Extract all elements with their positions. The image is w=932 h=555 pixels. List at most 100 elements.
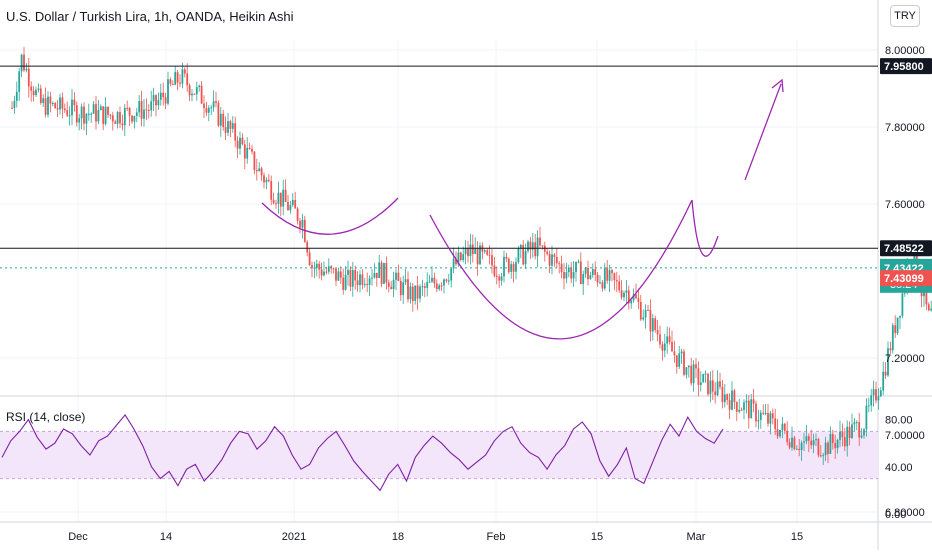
candle-body bbox=[44, 98, 47, 115]
candle-body bbox=[332, 268, 335, 270]
candle-body bbox=[654, 318, 657, 331]
candle-body bbox=[651, 318, 654, 332]
candle-body bbox=[186, 73, 189, 86]
candle-body bbox=[805, 436, 808, 442]
candle-body bbox=[203, 103, 205, 109]
chart-title: U.S. Dollar / Turkish Lira, 1h, OANDA, H… bbox=[6, 9, 294, 24]
candle-body bbox=[687, 365, 690, 368]
candle-body bbox=[486, 250, 489, 255]
candle-body bbox=[423, 286, 426, 288]
hline-mid-label: 7.48522 bbox=[884, 243, 924, 255]
candle-body bbox=[623, 292, 625, 298]
candle-body bbox=[111, 115, 114, 122]
candle-body bbox=[781, 423, 784, 430]
price-tick-label: 7.60000 bbox=[885, 199, 925, 211]
candle-body bbox=[385, 262, 388, 283]
candle-body bbox=[169, 79, 172, 84]
candle-body bbox=[435, 283, 438, 290]
candle-body bbox=[37, 88, 40, 90]
candle-body bbox=[467, 248, 469, 257]
candle-body bbox=[128, 107, 131, 116]
candle-body bbox=[512, 264, 515, 272]
candle-body bbox=[853, 422, 856, 425]
candle-body bbox=[361, 274, 364, 285]
candle-body bbox=[711, 380, 714, 392]
candle-body bbox=[858, 422, 861, 438]
candle-body bbox=[135, 112, 138, 116]
candle-body bbox=[426, 281, 429, 288]
candle-body bbox=[378, 262, 381, 279]
candle-body bbox=[78, 118, 81, 123]
candle-body bbox=[927, 304, 930, 311]
candle-body bbox=[637, 298, 640, 303]
candle-body bbox=[659, 334, 661, 345]
candle-body bbox=[771, 413, 774, 419]
candle-body bbox=[563, 272, 565, 279]
candle-body bbox=[349, 269, 352, 287]
candle-body bbox=[299, 220, 301, 228]
candle-body bbox=[721, 386, 724, 403]
candle-body bbox=[515, 262, 517, 272]
candle-body bbox=[320, 269, 323, 276]
candle-body bbox=[253, 151, 256, 171]
candle-body bbox=[603, 268, 606, 289]
candle-body bbox=[877, 396, 880, 401]
candle-body bbox=[642, 317, 645, 320]
candle-body bbox=[699, 382, 702, 385]
candle-body bbox=[246, 147, 249, 159]
candle-body bbox=[493, 265, 496, 276]
candle-body bbox=[606, 268, 609, 281]
candle-body bbox=[815, 439, 817, 441]
target-arrow-head bbox=[771, 78, 784, 93]
candle-body bbox=[491, 255, 493, 266]
candle-body bbox=[925, 288, 928, 305]
currency-button[interactable]: TRY bbox=[890, 5, 920, 27]
candle-body bbox=[11, 107, 13, 109]
candle-body bbox=[755, 403, 757, 422]
candle-body bbox=[210, 107, 213, 109]
candle-body bbox=[875, 389, 877, 401]
candle-body bbox=[889, 348, 892, 351]
candle-body bbox=[803, 441, 805, 443]
price-tick-label: 7.00000 bbox=[885, 430, 925, 442]
candle-body bbox=[200, 85, 203, 104]
candle-body bbox=[896, 317, 899, 333]
candle-body bbox=[834, 443, 837, 449]
candle-body bbox=[757, 419, 760, 422]
candle-body bbox=[541, 245, 544, 247]
candle-body bbox=[229, 121, 232, 129]
candle-body bbox=[143, 109, 145, 119]
candle-body bbox=[587, 267, 589, 280]
candle-body bbox=[627, 290, 630, 304]
candle-body bbox=[263, 175, 265, 183]
price-tick-label: 7.80000 bbox=[885, 122, 925, 134]
candle-body bbox=[546, 251, 549, 254]
candle-body bbox=[812, 440, 815, 446]
time-tick-label: 15 bbox=[791, 531, 803, 543]
candle-body bbox=[848, 426, 851, 439]
candle-body bbox=[596, 274, 599, 283]
candle-body bbox=[867, 405, 870, 407]
candle-body bbox=[505, 256, 508, 259]
candle-body bbox=[191, 93, 193, 96]
candle-body bbox=[27, 68, 30, 87]
candle-body bbox=[851, 424, 853, 439]
candle-body bbox=[827, 442, 829, 455]
candle-body bbox=[671, 341, 673, 352]
candle-body bbox=[282, 189, 285, 207]
candle-body bbox=[25, 68, 28, 71]
candle-body bbox=[555, 256, 558, 264]
candle-body bbox=[51, 102, 54, 104]
candle-body bbox=[164, 97, 167, 104]
time-tick-label: 2021 bbox=[282, 531, 306, 543]
candle-body bbox=[359, 274, 361, 286]
candle-body bbox=[683, 351, 685, 375]
candle-body bbox=[882, 371, 885, 391]
candle-body bbox=[73, 99, 76, 106]
time-tick-label: Feb bbox=[487, 531, 506, 543]
candle-body bbox=[95, 104, 97, 122]
candle-body bbox=[565, 272, 568, 279]
candle-body bbox=[930, 308, 932, 311]
